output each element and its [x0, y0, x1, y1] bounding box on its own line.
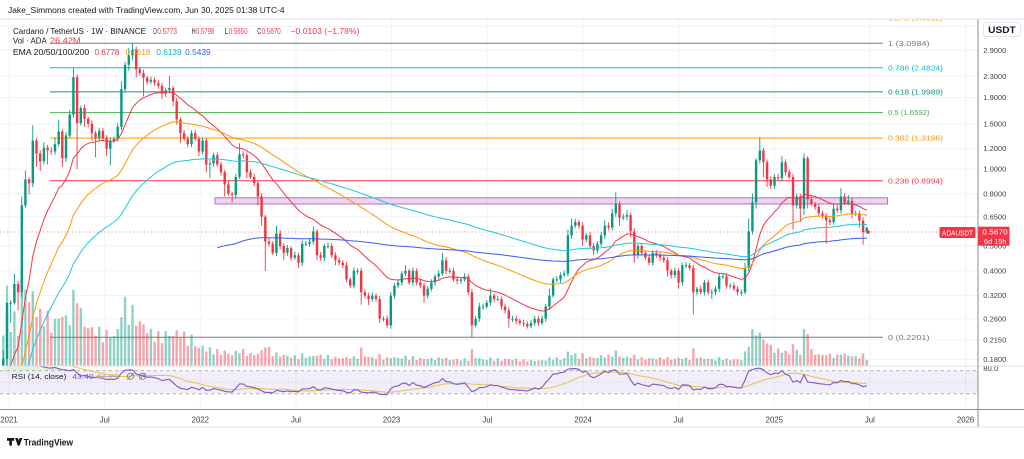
svg-text:1.2000: 1.2000 [983, 144, 1006, 153]
svg-text:2026: 2026 [957, 415, 974, 424]
svg-text:2.9000: 2.9000 [983, 46, 1006, 55]
svg-text:0.786 (2.4824): 0.786 (2.4824) [888, 63, 943, 72]
svg-text:Jul: Jul [674, 415, 684, 424]
svg-text:6d 19h: 6d 19h [984, 237, 1007, 246]
svg-text:Jake_Simmons created with Trad: Jake_Simmons created with TradingView.co… [8, 5, 285, 15]
svg-text:0.618 (1.9989): 0.618 (1.9989) [888, 88, 943, 97]
svg-text:Jul: Jul [100, 415, 110, 424]
svg-text:0.5 (1.6592): 0.5 (1.6592) [888, 108, 930, 117]
svg-text:0.2150: 0.2150 [983, 335, 1006, 344]
svg-text:0.5000: 0.5000 [983, 242, 1006, 251]
svg-text:1 (3.0984): 1 (3.0984) [888, 39, 930, 48]
svg-text:1.5000: 1.5000 [983, 119, 1006, 128]
svg-text:Jul: Jul [291, 415, 301, 424]
svg-text:0.5670: 0.5670 [982, 228, 1007, 237]
svg-text:2.3000: 2.3000 [983, 72, 1006, 81]
svg-text:1.0000: 1.0000 [983, 165, 1006, 174]
svg-text:2023: 2023 [383, 415, 400, 424]
svg-text:0 (0.2201): 0 (0.2201) [888, 333, 930, 342]
svg-text:2024: 2024 [574, 415, 592, 424]
svg-text:USDT: USDT [988, 25, 1016, 36]
svg-text:0.2600: 0.2600 [983, 314, 1006, 323]
svg-text:2025: 2025 [766, 415, 784, 424]
svg-text:80.00: 80.00 [983, 364, 1002, 373]
svg-text:2021: 2021 [0, 415, 17, 424]
svg-text:TradingView: TradingView [24, 437, 73, 447]
svg-text:Cardano / TetherUS · 1W · BINA: Cardano / TetherUS · 1W · BINANCE O0.5773… [13, 27, 360, 36]
svg-text:ADAUSDT: ADAUSDT [942, 228, 974, 237]
svg-text:Jul: Jul [865, 415, 875, 424]
svg-text:1.9000: 1.9000 [983, 93, 1006, 102]
svg-text:2022: 2022 [192, 415, 209, 424]
svg-text:0.6500: 0.6500 [983, 212, 1006, 221]
svg-text:0.382 (1.3196): 0.382 (1.3196) [888, 134, 943, 143]
svg-text:0.3200: 0.3200 [983, 291, 1006, 300]
svg-text:0.236 (0.8994): 0.236 (0.8994) [888, 176, 943, 185]
svg-text:0.4000: 0.4000 [983, 266, 1006, 275]
svg-text:Jul: Jul [482, 415, 492, 424]
svg-text:0.1800: 0.1800 [983, 355, 1006, 364]
svg-text:0.8000: 0.8000 [983, 189, 1006, 198]
